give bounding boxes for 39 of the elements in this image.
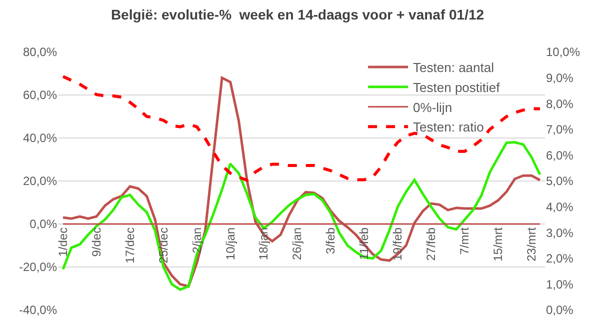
x-tick-label: 3/feb xyxy=(324,227,338,254)
x-tick-label: 17/dec xyxy=(122,227,137,264)
x-tick-label: 1/dec xyxy=(56,227,70,257)
x-tick-label: 26/jan xyxy=(290,227,304,260)
y2-tick-label: 5,0% xyxy=(546,174,574,188)
x-tick-label: 9/dec xyxy=(89,227,104,257)
y-tick-label: -40,0% xyxy=(18,303,58,318)
y2-tick-label: 8,0% xyxy=(546,96,574,111)
y2-tick-label: 0,0% xyxy=(546,303,574,318)
y2-tick-label: 1,0% xyxy=(546,277,574,292)
y2-tick-label: 10,0% xyxy=(546,45,580,60)
x-tick-label: 18/jan xyxy=(256,227,271,260)
y-tick-label: 0,0% xyxy=(30,217,58,232)
x-tick-label: 11/feb xyxy=(357,227,372,260)
y-tick-label: 80,0% xyxy=(22,45,58,60)
line-series xyxy=(62,75,542,182)
y2-tick-label: 9,0% xyxy=(546,71,574,85)
y-tick-label: -20,0% xyxy=(18,260,58,274)
x-tick-label: 27/feb xyxy=(424,227,438,261)
y-tick-label: 60,0% xyxy=(22,88,58,102)
legend-label: Testen: ratio xyxy=(413,120,484,135)
x-tick-label: 15/mrt xyxy=(491,226,506,262)
legend-label: Testen postitief xyxy=(413,80,500,95)
x-tick-label: 10/jan xyxy=(223,227,238,260)
y-tick-label: 40,0% xyxy=(22,131,58,146)
x-tick-label: 25/dec xyxy=(156,227,170,264)
y2-tick-label: 3,0% xyxy=(546,226,574,240)
y2-tick-label: 6,0% xyxy=(546,148,574,162)
x-tick-label: 19/feb xyxy=(390,227,405,261)
chart-title: België: evolutie-% week en 14-daags voor + vanaf 01/12 xyxy=(110,6,484,23)
legend-label: 0%-lijn xyxy=(413,100,452,115)
y2-tick-label: 2,0% xyxy=(546,252,574,266)
y-tick-label: 20,0% xyxy=(22,174,58,188)
y2-tick-label: 4,0% xyxy=(546,200,574,214)
legend-label: Testen: aantal xyxy=(413,60,494,76)
x-tick-label: 7/mrt xyxy=(458,226,472,255)
x-tick-label: 23/mrt xyxy=(524,226,539,262)
y2-tick-label: 7,0% xyxy=(546,122,574,137)
x-tick-label: 2/jan xyxy=(190,227,204,254)
